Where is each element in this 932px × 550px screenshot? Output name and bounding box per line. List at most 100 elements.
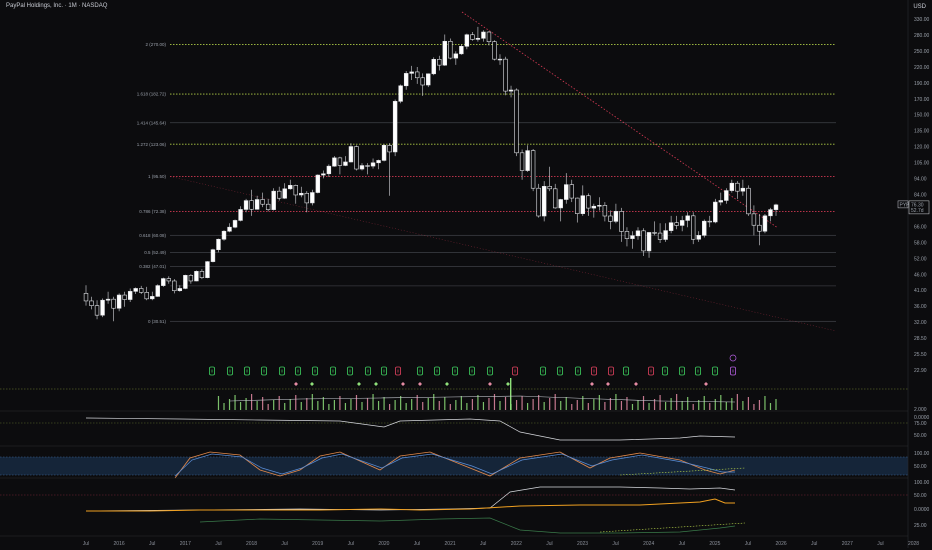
- fib-label: 0.786 (72.38): [139, 209, 166, 214]
- candle-body: [127, 291, 133, 300]
- x-tick-label: 2018: [246, 541, 257, 547]
- x-tick-label: 2019: [312, 541, 323, 547]
- panel-tick-label: 100.00: [914, 480, 930, 486]
- candle-body: [624, 231, 630, 239]
- ticker-tag: [897, 200, 909, 209]
- volume-bar: [372, 394, 374, 410]
- volume-bar: [565, 397, 567, 410]
- volume-bar: [554, 394, 556, 410]
- volume-bar: [228, 399, 231, 410]
- volume-bar: [295, 395, 297, 410]
- volume-spike: [510, 378, 512, 410]
- candle-body: [376, 160, 381, 164]
- candle-body: [746, 187, 751, 215]
- x-tick-label: Jul: [149, 541, 155, 547]
- y-tick-label: 220.00: [914, 65, 930, 71]
- signal-line: [199, 517, 736, 534]
- fib-label: 1.414 (145.64): [137, 120, 167, 125]
- candle-body: [293, 185, 298, 196]
- volume-bar: [262, 397, 264, 410]
- diamond-marker: [310, 382, 314, 386]
- volume-bar: [775, 399, 777, 410]
- volume-bar: [306, 398, 308, 410]
- candle-body: [586, 195, 591, 209]
- candle-body: [713, 201, 718, 223]
- volume-bar: [593, 399, 595, 410]
- candle-body: [89, 300, 94, 306]
- volume-bar: [239, 402, 242, 410]
- candle-body: [492, 41, 497, 60]
- candle-body: [707, 220, 712, 223]
- volume-bar: [609, 398, 611, 410]
- candle-body: [183, 275, 188, 289]
- x-tick-label: Jul: [414, 541, 420, 547]
- candle-body: [564, 184, 569, 200]
- volume-bar: [676, 394, 678, 410]
- volume-bar: [234, 395, 236, 410]
- candle-body: [751, 213, 757, 226]
- candle-body: [613, 211, 619, 222]
- volume-bar: [659, 395, 661, 410]
- volume-bar: [389, 404, 391, 410]
- volume-bar: [637, 400, 639, 410]
- candle-body: [94, 305, 100, 316]
- buy-signal-marker: [662, 366, 669, 376]
- diamond-marker: [445, 382, 449, 386]
- buy-signal-marker: [380, 366, 387, 376]
- candle-body: [116, 294, 122, 309]
- volume-bar: [245, 398, 247, 410]
- candle-body: [271, 190, 276, 210]
- volume-bar: [725, 402, 727, 410]
- volume-bar: [394, 400, 396, 410]
- buy-signal-marker: [329, 366, 336, 376]
- volume-bar: [383, 397, 385, 410]
- y-tick-label: 84.00: [914, 193, 927, 199]
- y-tick-label: 22.90: [914, 368, 927, 374]
- volume-bar: [720, 395, 722, 410]
- last-price-sub: 52.7d: [911, 208, 924, 214]
- volume-bar: [515, 400, 518, 410]
- candle-body: [453, 53, 459, 59]
- candle-body: [166, 278, 171, 282]
- fib-label: 1 (95.50): [148, 174, 167, 179]
- buy-signal-marker: [540, 366, 547, 376]
- volume-bar: [758, 400, 761, 410]
- volume-bar: [433, 394, 435, 410]
- candle-body: [155, 285, 160, 297]
- candle-body: [514, 89, 519, 154]
- y-tick-label: 41.00: [914, 288, 927, 294]
- volume-bar: [642, 396, 645, 410]
- candle-body: [210, 249, 216, 262]
- volume-bar: [753, 404, 755, 410]
- volume-bar: [620, 401, 623, 410]
- candle-body: [508, 89, 514, 92]
- candle-body: [150, 296, 155, 300]
- x-tick-label: 2020: [378, 541, 389, 547]
- buy-signal-marker: [451, 366, 458, 376]
- candle-body: [144, 292, 149, 300]
- candle-body: [288, 185, 293, 190]
- stochastic-band: [0, 457, 908, 475]
- candle-body: [768, 209, 773, 217]
- volume-bar: [284, 403, 286, 410]
- candle-body: [122, 294, 127, 300]
- currency-label[interactable]: USD: [913, 4, 926, 10]
- candle-body: [657, 232, 663, 240]
- volume-bar: [631, 404, 634, 410]
- volume-bar: [455, 400, 457, 410]
- volume-bar: [598, 395, 600, 410]
- y-tick-label: 280.00: [914, 33, 930, 39]
- volume-bar: [626, 397, 628, 410]
- volume-bar: [488, 398, 490, 410]
- candle-body: [735, 182, 740, 192]
- candle-body: [569, 184, 574, 199]
- volume-bar: [350, 399, 352, 410]
- x-tick-label: Jul: [745, 541, 751, 547]
- candle-body: [426, 73, 431, 86]
- y-tick-label: 170.00: [914, 97, 930, 103]
- y-tick-label: 94.00: [914, 177, 927, 183]
- volume-bar: [427, 398, 429, 410]
- x-tick-label: 2024: [643, 541, 654, 547]
- candle-body: [442, 41, 447, 66]
